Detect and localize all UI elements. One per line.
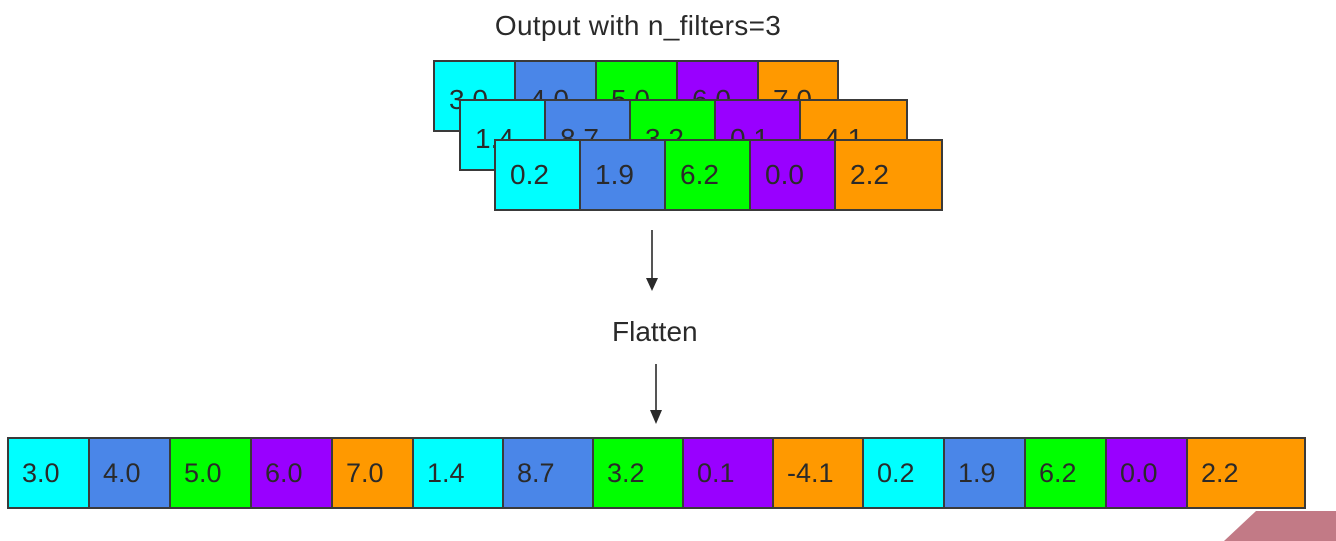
- diagram-title: Output with n_filters=3: [494, 10, 782, 41]
- value-cell: 5.0: [171, 439, 252, 507]
- corner-accent-shape: [1224, 511, 1336, 541]
- value-cell: 0.2: [864, 439, 945, 507]
- value-cell: 0.2: [496, 141, 581, 209]
- value-cell: 0.0: [1107, 439, 1188, 507]
- value-cell: 1.4: [414, 439, 504, 507]
- value-cell: 1.9: [945, 439, 1026, 507]
- value-cell: 1.9: [581, 141, 666, 209]
- value-cell: 2.2: [836, 141, 941, 209]
- value-cell: 8.7: [504, 439, 594, 507]
- flattened-vector: 3.0 4.0 5.0 6.0 7.0 1.4 8.7 3.2 0.1 -4.1…: [7, 437, 1306, 509]
- flatten-label: Flatten: [612, 316, 698, 347]
- value-cell: 2.2: [1188, 439, 1304, 507]
- value-cell: 7.0: [333, 439, 414, 507]
- value-cell: 6.2: [666, 141, 751, 209]
- value-cell: 0.0: [751, 141, 836, 209]
- value-cell: 3.2: [594, 439, 684, 507]
- value-cell: 6.2: [1026, 439, 1107, 507]
- value-cell: 4.0: [90, 439, 171, 507]
- value-cell: 6.0: [252, 439, 333, 507]
- arrow-down-icon: [646, 230, 658, 291]
- value-cell: -4.1: [774, 439, 864, 507]
- value-cell: 0.1: [684, 439, 774, 507]
- arrow-down-icon: [650, 364, 662, 424]
- value-cell: 3.0: [9, 439, 90, 507]
- filter-output-3: 0.2 1.9 6.2 0.0 2.2: [494, 139, 943, 211]
